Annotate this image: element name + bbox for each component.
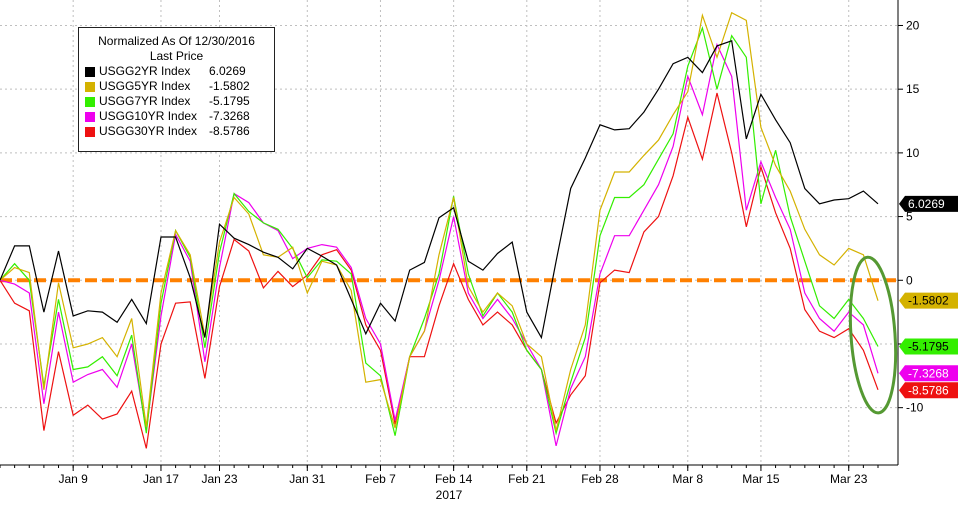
x-axis: Jan 9 Jan 17 Jan 23 Jan 31 Feb 7 Feb 14 Feb 21… [0, 464, 898, 502]
legend-item: USGG2YR Index 6.0269 [85, 64, 274, 79]
legend-swatch [85, 66, 95, 77]
x-tick-label: Feb 21 [508, 472, 546, 486]
y-tick-label: 5 [906, 210, 913, 224]
value-tag-shape [899, 195, 958, 212]
y-axis: -10-505101520 [897, 0, 924, 465]
x-year-label: 2017 [436, 488, 463, 502]
value-tag-text: -8.5786 [908, 383, 949, 397]
x-tick-label: Jan 17 [143, 472, 179, 486]
legend-title: Normalized As Of 12/30/2016 [98, 34, 255, 48]
legend-swatch [85, 81, 95, 92]
value-tag-shape [899, 365, 958, 382]
x-tick-label: Mar 23 [830, 472, 868, 486]
legend-series-name: USGG2YR Index [99, 64, 191, 78]
y-tick-label: 15 [906, 82, 920, 96]
legend-item: USGG5YR Index -1.5802 [85, 79, 274, 94]
legend-series-name: USGG7YR Index [99, 94, 191, 108]
legend-series-value: -8.5786 [209, 124, 250, 138]
legend-series-value: -1.5802 [209, 79, 250, 93]
legend-series-name: USGG10YR Index [99, 109, 198, 123]
highlight-ellipse [848, 255, 898, 415]
y-tick-label: 0 [906, 273, 913, 287]
x-tick-label: Feb 7 [365, 472, 396, 486]
legend-series-name: USGG30YR Index [99, 124, 198, 138]
legend-swatch [85, 126, 95, 137]
last-value-label: -7.3268 [899, 365, 958, 382]
x-tick-label: Mar 8 [672, 472, 703, 486]
legend-item: USGG10YR Index -7.3268 [85, 109, 274, 124]
x-tick-label: Jan 9 [58, 472, 88, 486]
series-lines [0, 11, 879, 449]
last-value-label: 6.0269 [899, 195, 958, 212]
x-tick-label: Feb 28 [581, 472, 619, 486]
y-tick-label: 10 [906, 146, 920, 160]
legend-swatch [85, 96, 95, 107]
value-tag-text: -1.5802 [908, 294, 949, 308]
last-value-label: -1.5802 [899, 292, 958, 309]
x-tick-label: Jan 23 [201, 472, 237, 486]
x-tick-label: Jan 31 [289, 472, 325, 486]
legend: Normalized As Of 12/30/2016 Last Price U… [78, 27, 275, 152]
value-tag-shape [899, 382, 958, 399]
x-tick-label: Feb 14 [435, 472, 473, 486]
last-value-labels: 6.0269 -1.5802 -5.1795 -7.3268 -8.5786 [899, 195, 958, 399]
legend-series-value: 6.0269 [209, 64, 246, 78]
value-tag-text: -7.3268 [908, 366, 949, 380]
value-tag-shape [899, 338, 958, 355]
series-line-usgg30yr [0, 92, 879, 449]
series-line-usgg5yr [0, 11, 879, 431]
legend-rows: USGG2YR Index 6.0269 USGG5YR Index -1.5802 U… [79, 64, 274, 139]
series-line-usgg7yr [0, 25, 879, 436]
value-tag-shape [899, 292, 958, 309]
series-line-usgg2yr [0, 39, 879, 340]
y-tick-label: 20 [906, 18, 920, 32]
value-tag-text: -5.1795 [908, 340, 949, 354]
legend-item: USGG30YR Index -8.5786 [85, 124, 274, 139]
last-value-label: -8.5786 [899, 382, 958, 399]
value-tag-text: 6.0269 [908, 197, 945, 211]
legend-item: USGG7YR Index -5.1795 [85, 94, 274, 109]
legend-series-value: -5.1795 [209, 94, 250, 108]
legend-subtitle: Last Price [149, 49, 204, 63]
last-value-label: -5.1795 [899, 338, 958, 355]
x-tick-label: Mar 15 [742, 472, 780, 486]
legend-swatch [85, 111, 95, 122]
y-tick-label: -10 [906, 401, 924, 415]
legend-series-name: USGG5YR Index [99, 79, 191, 93]
legend-series-value: -7.3268 [209, 109, 250, 123]
